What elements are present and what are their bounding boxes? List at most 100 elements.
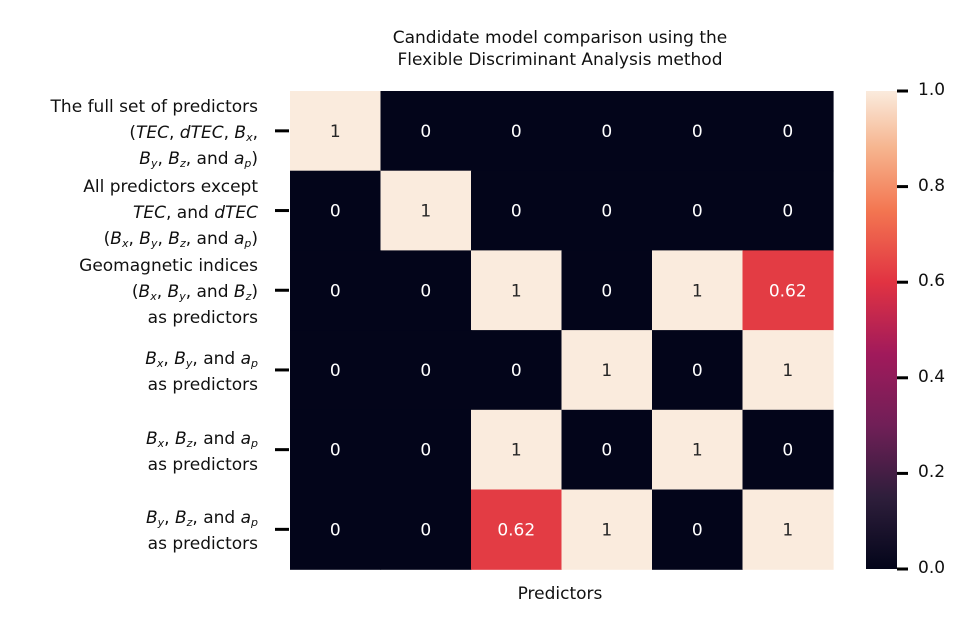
heatmap-cell [561, 170, 653, 251]
y-tick-label: By, Bz, and ap as predictors [146, 505, 258, 557]
heatmap-cell [471, 409, 563, 491]
cell-value-label: 0 [601, 122, 612, 142]
heatmap-cell [290, 170, 382, 251]
cell-value-label: 1 [692, 281, 703, 301]
cell-value-label: 0 [511, 122, 522, 142]
cell-value-label: 0 [782, 202, 793, 222]
cell-value-label: 0 [511, 361, 522, 381]
cell-value-label: 1 [511, 441, 522, 461]
heatmap-cell [380, 91, 472, 172]
heatmap-cell [561, 91, 653, 172]
heatmap-cell [380, 330, 472, 411]
y-tick-label-line: By, Bz, and ap [145, 508, 258, 530]
cell-value-label: 0 [330, 441, 341, 461]
y-tick-label: Geomagnetic indices (Bx, By, and Bz) as pr… [79, 253, 258, 331]
cell-value-label: 1 [420, 202, 431, 222]
heatmap-cell [742, 250, 834, 331]
cell-value-label: 0 [692, 520, 703, 540]
cell-value-label: 0 [782, 441, 793, 461]
heatmap-cell [742, 330, 834, 411]
heatmap-cell [290, 250, 382, 331]
cell-value-label: 0 [330, 361, 341, 381]
y-tick-label-line: Geomagnetic indices [79, 256, 258, 277]
heatmap-cell [380, 409, 472, 491]
cell-value-label: 0 [420, 361, 431, 381]
y-tick-label-line: as predictors [147, 454, 258, 475]
y-tick-label-line: (TEC, dTEC, Bx, [129, 122, 258, 144]
colorbar-tick-label: 0.8 [918, 175, 946, 196]
y-tick-label: Bx, Bz, and ap as predictors [146, 426, 258, 478]
heatmap-cell [561, 330, 653, 411]
heatmap-cell [471, 250, 563, 331]
cell-value-label: 0 [692, 202, 703, 222]
cell-value-label: 0 [420, 441, 431, 461]
cell-value-label: 0 [782, 122, 793, 142]
heatmap-cell [561, 250, 653, 331]
cell-value-label: 0 [601, 281, 612, 301]
y-tick-label-line: Bx, Bz, and ap [145, 428, 258, 450]
heatmap-cell [380, 489, 472, 570]
heatmap-cell [290, 409, 382, 491]
colorbar-tick-label: 0.6 [918, 271, 946, 292]
y-tick-label-line: as predictors [147, 534, 258, 555]
y-tick-label-line: By, Bz, and ap) [139, 148, 258, 170]
chart-title-line-2: Flexible Discriminant Analysis method [397, 50, 723, 70]
heatmap-cell [471, 330, 563, 411]
cell-value-label: 1 [782, 361, 793, 381]
cell-value-label: 0.62 [769, 281, 807, 301]
cell-value-label: 1 [782, 520, 793, 540]
x-axis-label: Predictors [517, 584, 603, 604]
cell-value-label: 0 [511, 202, 522, 222]
colorbar-tick-label: 0.4 [918, 366, 946, 387]
y-tick-label-line: TEC, and dTEC [133, 202, 258, 223]
heatmap-cell [290, 489, 382, 570]
chart-title-line-1: Candidate model comparison using the [392, 28, 728, 48]
heatmap-cell [471, 489, 563, 570]
y-tick-label: All predictors except TEC, and dTEC (Bx, B… [83, 174, 258, 252]
cell-value-label: 0 [692, 122, 703, 142]
y-tick-label-line: Bx, By, and ap [145, 348, 258, 370]
y-tick-label-line: The full set of predictors [50, 96, 258, 117]
cell-value-label: 0 [420, 122, 431, 142]
y-tick-label-line: All predictors except [83, 176, 258, 197]
heatmap-cell [652, 91, 744, 172]
colorbar-tick-label: 0.0 [918, 558, 946, 578]
y-tick-label: Bx, By, and ap as predictors [145, 346, 258, 398]
heatmap-cell [380, 250, 472, 331]
cell-value-label: 0 [420, 520, 431, 540]
heatmap-cell [380, 170, 472, 251]
cell-value-label: 0 [420, 281, 431, 301]
cell-value-label: 0 [330, 520, 341, 540]
cell-value-label: 1 [692, 441, 703, 461]
y-tick-label-line: (Bx, By, Bz, and ap) [103, 228, 258, 250]
heatmap-cell [742, 170, 834, 251]
cell-value-label: 1 [330, 122, 341, 142]
heatmap-cell [652, 330, 744, 411]
cell-value-label: 0 [330, 202, 341, 222]
heatmap-cell [290, 91, 382, 172]
y-tick-label-line: as predictors [147, 374, 258, 395]
heatmap-cell [471, 91, 563, 172]
heatmap-cell [652, 250, 744, 331]
cell-value-label: 0 [601, 441, 612, 461]
heatmap-cell [652, 489, 744, 570]
cell-value-label: 1 [601, 361, 612, 381]
cell-value-label: 0.62 [497, 520, 535, 540]
heatmap-cell [652, 409, 744, 491]
heatmap-cell [742, 489, 834, 570]
heatmap-cell [652, 170, 744, 251]
heatmap-cell [742, 91, 834, 172]
heatmap-cell [561, 489, 653, 570]
cell-value-label: 1 [511, 281, 522, 301]
colorbar-tick-label: 1.0 [918, 80, 946, 100]
y-tick-label-line: (Bx, By, and Bz) [131, 282, 258, 304]
y-tick-label-line: as predictors [147, 308, 258, 329]
heatmap-cell [471, 170, 563, 251]
colorbar-tick-label: 0.2 [918, 462, 946, 483]
cell-value-label: 0 [330, 281, 341, 301]
cell-value-label: 0 [692, 361, 703, 381]
heatmap-cell [561, 409, 653, 491]
cell-value-label: 1 [601, 520, 612, 540]
heatmap-cell [290, 330, 382, 411]
